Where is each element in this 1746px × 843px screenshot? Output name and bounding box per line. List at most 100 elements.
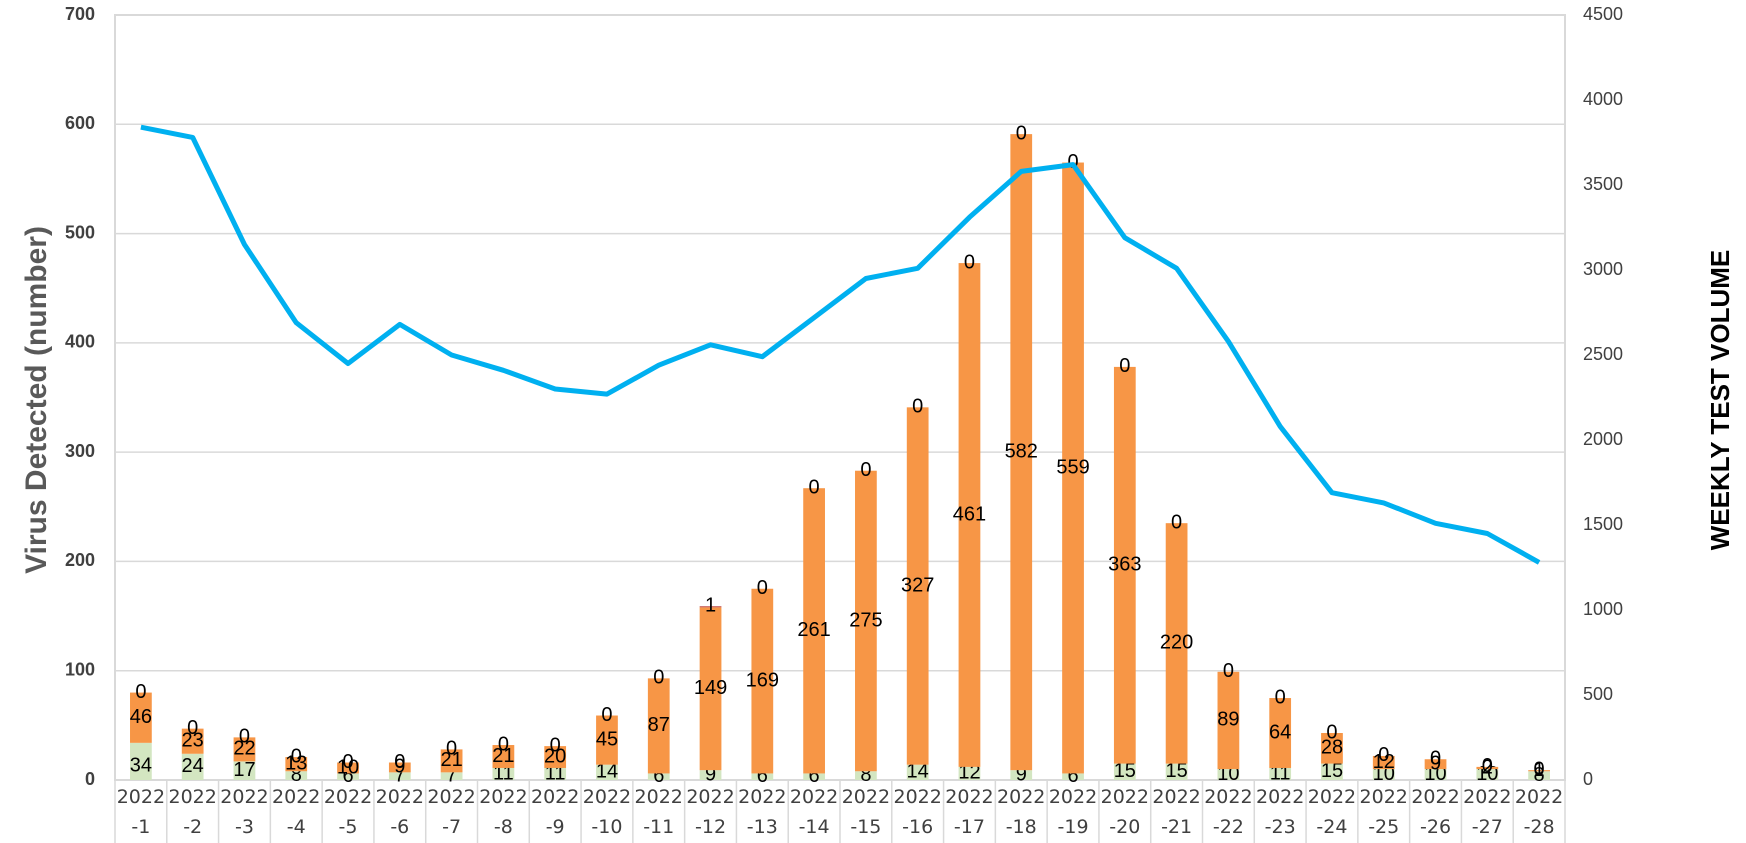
x-tick-label: 2022-7 (427, 786, 476, 838)
data-label: 1 (1534, 759, 1545, 781)
data-label: 15 (1114, 760, 1136, 782)
bar-segment (1217, 671, 1240, 770)
x-tick-label-box: 2022-19 (1048, 786, 1098, 838)
bar-segment (1321, 733, 1343, 764)
bar-segment (1528, 770, 1550, 772)
data-label: 34 (130, 754, 152, 776)
y2-tick-label: 2500 (1583, 344, 1623, 364)
data-label: 0 (601, 704, 612, 726)
data-label: 89 (1217, 709, 1239, 731)
data-label: 0 (809, 476, 820, 498)
x-tick-label-box: 2022-5 (323, 786, 373, 838)
x-tick-label: 2022-20 (1100, 786, 1149, 838)
data-label: 23 (182, 729, 204, 751)
data-label: 0 (550, 734, 561, 756)
x-tick-label: 2022-23 (1255, 786, 1305, 838)
test-volume-line (140, 124, 1541, 565)
data-label: 363 (1108, 554, 1141, 576)
data-label: 461 (953, 503, 986, 525)
bar-segment (699, 770, 722, 780)
bar-segment (285, 757, 308, 772)
x-tick-label-box: 2022-1 (117, 786, 165, 838)
x-tick-label: 2022-22 (1204, 786, 1253, 838)
data-label: 0 (1016, 122, 1027, 144)
data-label: 22 (233, 738, 255, 760)
data-label: 6 (653, 765, 664, 787)
x-tick-label: 2022-19 (1048, 786, 1098, 838)
bar-segment (1113, 366, 1136, 764)
x-tick-label-box: 2022-25 (1360, 786, 1408, 838)
data-label: 1 (705, 595, 716, 617)
x-tick-label: 2022-5 (323, 786, 373, 838)
x-tick-label-box: 2022-10 (582, 786, 632, 838)
y2-tick-label: 1000 (1583, 599, 1623, 619)
data-label: 9 (1016, 763, 1027, 785)
data-label: 582 (1005, 440, 1038, 462)
bar-segment (1321, 763, 1343, 780)
y2-tick-label: 2000 (1583, 429, 1623, 449)
x-tick-label: 2022-24 (1307, 786, 1357, 838)
bar-segment (596, 764, 618, 780)
data-label: 46 (130, 706, 152, 728)
data-label: 0 (394, 751, 405, 773)
x-tick-label: 2022-6 (375, 786, 424, 838)
bar-segment (544, 746, 567, 768)
data-label: 13 (285, 752, 307, 774)
data-label: 28 (1321, 737, 1343, 759)
y-tick-label: 600 (65, 113, 95, 133)
bar-segment (181, 728, 204, 754)
x-tick-label: 2022-10 (582, 786, 632, 838)
data-label: 0 (1378, 744, 1389, 766)
y2-tick-label: 1500 (1583, 514, 1623, 534)
x-tick-label: 2022-8 (479, 786, 528, 838)
x-tick-label: 2022-16 (893, 786, 942, 838)
x-tick-label: 2022-21 (1152, 786, 1201, 838)
x-tick-label-box: 2022-11 (634, 786, 683, 838)
data-label: 149 (694, 677, 727, 699)
bar-segment (647, 678, 670, 774)
x-tick-label-box: 2022-28 (1515, 786, 1563, 838)
data-label: 9 (394, 756, 405, 778)
data-label: 64 (1269, 721, 1291, 743)
x-tick-label-box: 2022-18 (997, 786, 1045, 838)
x-tick-label-box: 2022-15 (842, 786, 890, 838)
x-tick-label: 2022-9 (530, 786, 580, 838)
x-tick-label-box: 2022-20 (1100, 786, 1149, 838)
data-label: 0 (1119, 355, 1130, 377)
x-tick-label: 2022-2 (168, 786, 217, 838)
data-label: 15 (1321, 760, 1343, 782)
x-tick-label-box: 2022-22 (1204, 786, 1253, 838)
bar-segment (1269, 698, 1292, 768)
data-label: 0 (135, 681, 146, 703)
x-tick-label-box: 2022-4 (272, 786, 321, 838)
data-label: 0 (757, 577, 768, 599)
data-label: 0 (498, 733, 509, 755)
data-label: 0 (653, 667, 664, 689)
y2-axis-title: WEEKLY TEST VOLUME (1705, 250, 1735, 551)
data-label: 8 (860, 764, 871, 786)
x-tick-label: 2022-4 (272, 786, 321, 838)
x-tick-label: 2022-11 (634, 786, 683, 838)
data-label: 220 (1160, 632, 1193, 654)
x-tick-label-box: 2022-17 (945, 786, 993, 838)
y2-tick-label: 3000 (1583, 259, 1623, 279)
data-label: 0 (1171, 511, 1182, 533)
data-label: 20 (544, 745, 566, 767)
data-label: 0 (291, 745, 302, 767)
bar-segment (181, 753, 204, 780)
bar-segment (699, 607, 722, 771)
data-label: 8 (1534, 764, 1545, 786)
data-label: 2 (1482, 756, 1493, 778)
x-tick-label: 2022-27 (1463, 786, 1512, 838)
y2-tick-label: 500 (1583, 684, 1613, 704)
data-label: 0 (187, 717, 198, 739)
bar-segment (440, 772, 463, 780)
data-label: 7 (394, 764, 405, 786)
bar-segment (803, 488, 825, 774)
bar-segment (337, 762, 359, 774)
bar-segment (285, 771, 308, 780)
data-label: 14 (596, 761, 618, 783)
x-tick-label-box: 2022-2 (168, 786, 217, 838)
x-tick-label-box: 2022-12 (686, 786, 734, 838)
data-label: 14 (907, 761, 929, 783)
